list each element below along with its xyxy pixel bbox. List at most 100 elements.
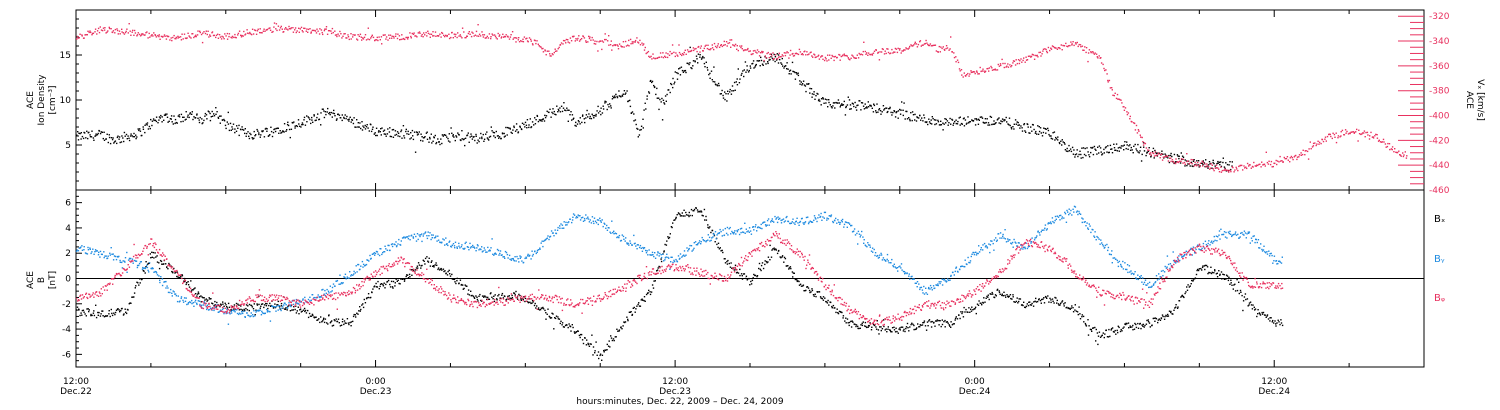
bx-point (196, 293, 199, 295)
density-point (470, 135, 473, 137)
by-point (590, 222, 593, 224)
bx-point (417, 262, 420, 264)
vx-point (945, 45, 948, 47)
bx-point (415, 267, 418, 269)
by-point (446, 243, 448, 245)
vx-point (671, 52, 673, 55)
by-point (427, 231, 429, 233)
vx-point (114, 28, 117, 31)
bx-point (867, 324, 870, 327)
density-point (217, 116, 219, 119)
by-point (371, 253, 374, 255)
vx-point (402, 37, 405, 40)
bx-point (950, 326, 952, 328)
density-point (506, 126, 509, 129)
bx-point (693, 210, 695, 212)
density-point (767, 62, 769, 65)
bx-point (698, 210, 700, 213)
density-point (408, 133, 410, 135)
density-point (429, 136, 431, 139)
bx-point (818, 291, 821, 293)
vx-point (1042, 48, 1045, 50)
bx-point (448, 269, 450, 272)
density-point (1070, 150, 1073, 153)
vx-point (97, 27, 100, 30)
density-point (309, 118, 311, 121)
bx-point (163, 263, 165, 265)
vx-point (139, 35, 142, 37)
density-point (997, 118, 999, 120)
vx-point (273, 22, 276, 24)
density-point (718, 84, 720, 87)
vx-point (1308, 148, 1310, 150)
density-point (556, 105, 558, 107)
vx-point (522, 38, 524, 40)
density-point (1027, 123, 1029, 126)
density-point (1137, 151, 1139, 153)
vx-point (554, 50, 557, 52)
density-point (924, 121, 926, 123)
density-point (1090, 151, 1092, 154)
vx-point (383, 34, 385, 36)
bx-point (547, 308, 549, 310)
density-point (130, 133, 132, 135)
bx-point (520, 298, 522, 300)
bx-point (1061, 301, 1063, 303)
bx-point (208, 297, 210, 299)
by-point (388, 244, 390, 247)
vx-point (631, 41, 633, 43)
vx-point (463, 31, 465, 33)
bx-point (365, 297, 368, 300)
bx-point (180, 275, 182, 278)
density-point (638, 134, 641, 136)
vx-point (1264, 165, 1266, 167)
density-point (1180, 152, 1182, 154)
vx-point (219, 36, 222, 38)
vx-point (1183, 161, 1186, 164)
bx-point (891, 327, 894, 329)
bx-point (605, 349, 607, 351)
density-point (1092, 146, 1094, 149)
density-point (753, 67, 755, 69)
density-point (817, 99, 820, 102)
bx-point (879, 326, 881, 328)
bx-point (515, 290, 517, 293)
vx-point (628, 39, 630, 42)
by-point (584, 219, 586, 222)
by-point (176, 300, 179, 303)
bx-point (156, 255, 158, 257)
density-point (1017, 124, 1019, 126)
vx-point (451, 31, 453, 34)
density-point (688, 63, 690, 66)
vx-point (699, 51, 701, 53)
bx-point (751, 279, 754, 282)
vx-point (572, 36, 574, 38)
density-point (1135, 148, 1137, 150)
vx-point (681, 53, 684, 55)
vx-point (1034, 54, 1036, 57)
bx-point (1095, 340, 1097, 342)
density-point (135, 137, 137, 140)
vx-point (117, 33, 119, 35)
by-point (254, 315, 256, 317)
density-point (586, 109, 588, 112)
bx-point (219, 305, 221, 308)
vx-point (840, 55, 842, 58)
bx-point (821, 297, 823, 300)
density-point (969, 121, 971, 123)
vx-point (474, 34, 477, 36)
vx-point (999, 63, 1002, 65)
density-point (127, 135, 129, 137)
bx-point (980, 302, 982, 304)
vx-point (1386, 145, 1389, 148)
density-point (201, 122, 203, 125)
by-point (275, 310, 277, 312)
by-point (418, 234, 420, 236)
density-point (779, 58, 781, 61)
bx-point (893, 329, 896, 331)
bx-point (1137, 322, 1139, 325)
density-point (231, 128, 234, 130)
vx-point (928, 44, 931, 47)
vx-point (1353, 131, 1356, 134)
density-point (389, 135, 391, 138)
